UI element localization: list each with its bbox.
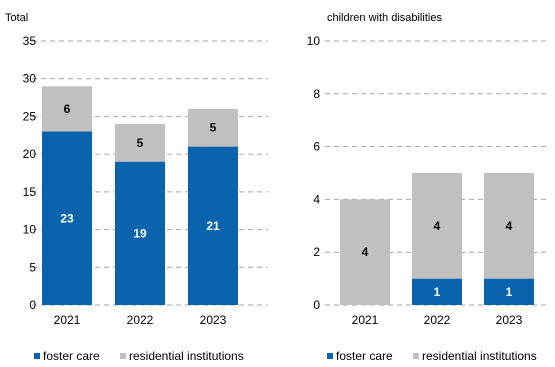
y-tick-label: 0 (29, 298, 36, 312)
legend-label: foster care (43, 349, 100, 363)
data-label: 1 (434, 285, 441, 299)
y-tick-label: 2 (313, 245, 320, 259)
bar-residential-institutions (484, 173, 534, 279)
y-tick-label: 6 (313, 140, 320, 154)
data-label: 19 (133, 226, 147, 240)
y-tick-label: 5 (29, 260, 36, 274)
x-tick-label: 2021 (352, 313, 379, 327)
data-label: 4 (362, 245, 369, 259)
y-tick-label: 35 (23, 34, 37, 48)
legend-label: residential institutions (422, 349, 537, 363)
data-label: 4 (434, 219, 441, 233)
bar-residential-institutions (340, 199, 390, 305)
bar-foster-care (412, 278, 462, 305)
y-tick-label: 30 (23, 72, 37, 86)
chart-title: Total (5, 12, 28, 24)
y-tick-label: 0 (313, 298, 320, 312)
y-tick-label: 10 (307, 34, 321, 48)
data-label: 4 (506, 219, 513, 233)
data-label: 6 (64, 102, 71, 116)
data-label: 21 (206, 219, 220, 233)
y-tick-label: 8 (313, 87, 320, 101)
bar-residential-institutions (188, 108, 238, 147)
bar-residential-institutions (42, 86, 92, 132)
y-tick-label: 4 (313, 192, 320, 206)
data-label: 5 (137, 136, 144, 150)
bar-residential-institutions (412, 173, 462, 279)
data-label: 5 (210, 121, 217, 135)
legend-swatch-residential-institutions (120, 353, 126, 359)
bar-residential-institutions (115, 123, 165, 162)
x-tick-label: 2021 (54, 313, 81, 327)
x-tick-label: 2022 (127, 313, 154, 327)
bar-foster-care (484, 278, 534, 305)
x-tick-label: 2023 (496, 313, 523, 327)
bar-foster-care (188, 146, 238, 305)
y-tick-label: 10 (23, 223, 37, 237)
chart-title: children with disabilities (327, 12, 442, 24)
y-tick-label: 15 (23, 185, 37, 199)
bar-foster-care (42, 131, 92, 305)
data-label: 1 (506, 285, 513, 299)
y-tick-label: 25 (23, 109, 37, 123)
legend-label: residential institutions (129, 349, 244, 363)
y-tick-label: 20 (23, 147, 37, 161)
legend-swatch-foster-care (34, 353, 40, 359)
x-tick-label: 2022 (424, 313, 451, 327)
legend-label: foster care (336, 349, 393, 363)
legend-swatch-foster-care (327, 353, 333, 359)
data-label: 23 (60, 211, 74, 225)
x-tick-label: 2023 (200, 313, 227, 327)
bar-foster-care (115, 161, 165, 305)
legend-swatch-residential-institutions (413, 353, 419, 359)
